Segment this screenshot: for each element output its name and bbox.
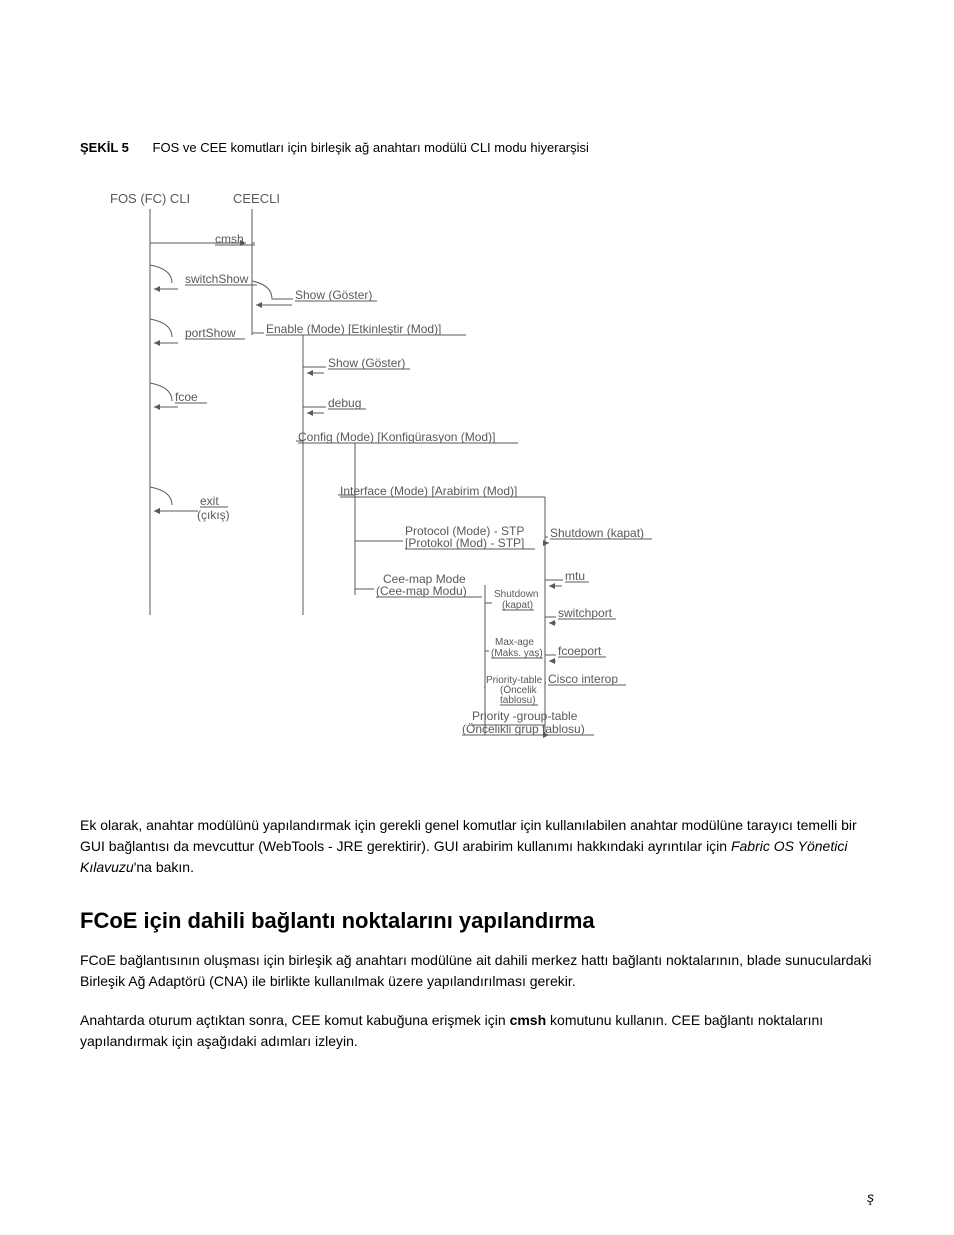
svg-text:(çıkış): (çıkış) bbox=[197, 508, 230, 522]
svg-text:(kapat): (kapat) bbox=[502, 600, 533, 611]
page-footer-glyph: ş bbox=[867, 1189, 874, 1205]
svg-text:(Maks. yaş): (Maks. yaş) bbox=[491, 648, 543, 659]
svg-text:(Cee-map Modu): (Cee-map Modu) bbox=[376, 584, 467, 598]
svg-text:debug: debug bbox=[328, 396, 361, 410]
p3-b: cmsh bbox=[510, 1012, 547, 1028]
svg-text:Interface (Mode) [Arabirim (Mo: Interface (Mode) [Arabirim (Mod)] bbox=[340, 484, 517, 498]
document-page: ŞEKİL 5 FOS ve CEE komutları için birleş… bbox=[0, 0, 954, 1235]
svg-text:fcoeport: fcoeport bbox=[558, 644, 602, 658]
svg-text:exit: exit bbox=[200, 494, 219, 508]
svg-text:[Protokol (Mod) - STP]: [Protokol (Mod) - STP] bbox=[405, 536, 524, 550]
svg-text:FOS (FC) CLI: FOS (FC) CLI bbox=[110, 191, 190, 206]
svg-text:mtu: mtu bbox=[565, 569, 585, 583]
svg-text:fcoe: fcoe bbox=[175, 390, 198, 404]
cli-hierarchy-diagram: FOS (FC) CLI CEECLI cmsh switchShow portShow… bbox=[80, 185, 680, 785]
svg-text:Priority -group-table: Priority -group-table bbox=[472, 709, 578, 723]
svg-text:cmsh: cmsh bbox=[215, 232, 244, 246]
svg-text:CEECLI: CEECLI bbox=[233, 191, 280, 206]
figure-label: ŞEKİL 5 bbox=[80, 140, 129, 155]
svg-text:Config (Mode) [Konfigürasyon (: Config (Mode) [Konfigürasyon (Mod)] bbox=[298, 430, 495, 444]
svg-text:Show (Göster): Show (Göster) bbox=[295, 288, 372, 302]
paragraph-2: FCoE bağlantısının oluşması için birleşi… bbox=[80, 950, 874, 992]
svg-text:portShow: portShow bbox=[185, 326, 236, 340]
svg-text:Show (Göster): Show (Göster) bbox=[328, 356, 405, 370]
figure-caption: ŞEKİL 5 FOS ve CEE komutları için birleş… bbox=[80, 140, 874, 155]
svg-text:Shutdown: Shutdown bbox=[494, 589, 538, 600]
paragraph-1: Ek olarak, anahtar modülünü yapılandırma… bbox=[80, 815, 874, 878]
svg-text:tablosu): tablosu) bbox=[500, 695, 536, 706]
paragraph-3: Anahtarda oturum açtıktan sonra, CEE kom… bbox=[80, 1010, 874, 1052]
p1-b: 'na bakın. bbox=[134, 859, 194, 875]
figure-caption-text: FOS ve CEE komutları için birleşik ağ an… bbox=[153, 140, 589, 155]
svg-text:switchShow: switchShow bbox=[185, 272, 249, 286]
svg-text:(Öncelikli grup tablosu): (Öncelikli grup tablosu) bbox=[462, 722, 585, 736]
svg-text:switchport: switchport bbox=[558, 606, 613, 620]
section-heading: FCoE için dahili bağlantı noktalarını ya… bbox=[80, 908, 874, 934]
svg-text:Shutdown (kapat): Shutdown (kapat) bbox=[550, 526, 644, 540]
svg-text:Enable (Mode) [Etkinleştir (Mo: Enable (Mode) [Etkinleştir (Mod)] bbox=[266, 322, 441, 336]
p3-a: Anahtarda oturum açtıktan sonra, CEE kom… bbox=[80, 1012, 510, 1028]
svg-text:Max-age: Max-age bbox=[495, 637, 534, 648]
svg-text:Cisco interop: Cisco interop bbox=[548, 672, 618, 686]
